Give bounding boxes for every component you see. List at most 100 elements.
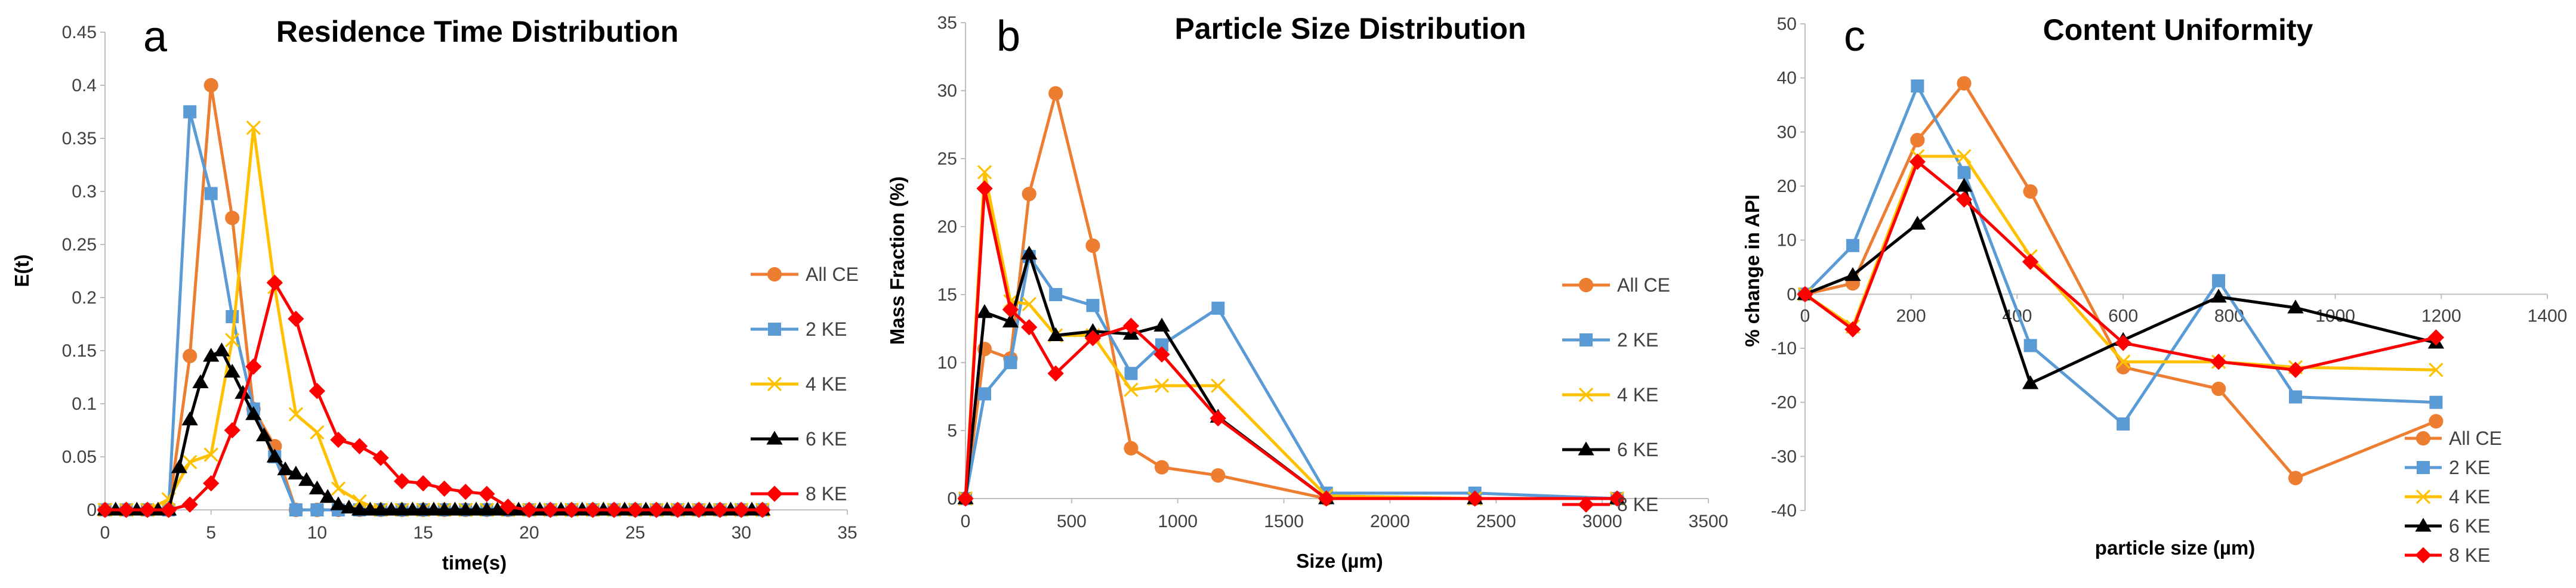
data-point-8-ke <box>542 502 559 518</box>
y-tick-label: 10 <box>1777 231 1797 250</box>
legend-label: 6 KE <box>1617 439 1658 460</box>
legend-marker <box>1578 441 1594 456</box>
data-point-8-ke <box>754 502 771 518</box>
x-tick-label: 1000 <box>1158 512 1198 531</box>
legend-marker <box>1578 277 1594 293</box>
data-point-8-ke <box>1002 301 1019 318</box>
data-point-4-ke <box>246 120 261 135</box>
data-point-8-ke <box>1021 319 1038 336</box>
x-tick-label: 1400 <box>2528 306 2568 326</box>
data-point-4-ke <box>225 333 240 348</box>
data-point-6-ke <box>383 502 400 516</box>
data-point-all-ce <box>183 348 198 364</box>
data-point-8-ke <box>330 431 347 448</box>
x-tick-label: 0 <box>961 512 971 531</box>
data-point-6-ke <box>171 459 188 474</box>
y-tick-label: 10 <box>937 353 957 373</box>
data-point-all-ce <box>225 211 240 225</box>
y-tick-label: 25 <box>937 149 957 169</box>
x-tick-label: 30 <box>732 523 751 543</box>
x-tick-label: 25 <box>625 523 645 543</box>
data-point-2-ke <box>1911 79 1924 93</box>
data-point-8-ke <box>1609 490 1625 507</box>
chart-title: Residence Time Distribution <box>276 15 678 48</box>
data-point-all-ce <box>1048 86 1063 101</box>
data-point-8-ke <box>521 502 538 518</box>
y-tick-label: 0 <box>947 489 957 509</box>
panel-b-particle-size: 0 5 10 15 20 25 30 35 0 500 1000 1500 2000 2500 3000 35… <box>886 12 1728 572</box>
data-point-all-ce <box>2023 184 2038 199</box>
data-point-8-ke <box>670 502 686 518</box>
y-tick-label: 15 <box>937 285 957 305</box>
x-axis-label: Size (µm) <box>1296 550 1383 572</box>
data-point-6-ke <box>1021 245 1038 260</box>
data-point-2-ke <box>183 105 197 119</box>
legend: All CE 2 KE 4 KE 6 KE 8 KE <box>1562 274 1670 515</box>
data-point-6-ke <box>415 502 431 516</box>
data-point-6-ke <box>351 502 368 516</box>
x-tick-label: 0 <box>1800 306 1810 326</box>
y-tick-label: 0.25 <box>62 235 97 255</box>
data-point-all-ce <box>1957 76 1972 91</box>
series-2-ke <box>1798 79 2443 431</box>
chart-title: Content Uniformity <box>2043 13 2313 47</box>
data-point-6-ke <box>457 502 474 516</box>
panel-letter: c <box>1844 13 1865 60</box>
data-point-8-ke <box>181 496 198 513</box>
data-point-6-ke <box>479 502 495 516</box>
x-axis-label: particle size (µm) <box>2095 537 2255 559</box>
y-tick-label: 0 <box>1787 284 1797 304</box>
series-line-4-ke <box>964 171 1617 500</box>
data-point-6-ke <box>181 411 198 426</box>
data-point-6-ke <box>341 499 357 513</box>
data-point-2-ke <box>2212 274 2226 287</box>
x-tick-label: 2000 <box>1370 512 1410 531</box>
data-point-4-ke <box>2429 363 2444 377</box>
y-axis-label: % change in API <box>1741 194 1763 347</box>
x-tick-label: 0 <box>100 523 110 543</box>
data-point-6-ke <box>1153 317 1170 332</box>
y-tick-label: -20 <box>1771 393 1797 413</box>
data-point-2-ke <box>1086 299 1100 312</box>
data-point-all-ce <box>1910 132 1925 148</box>
data-point-6-ke <box>1002 313 1019 328</box>
data-point-6-ke <box>245 406 262 420</box>
y-tick-label: 0 <box>87 500 97 520</box>
data-point-6-ke <box>2022 375 2039 389</box>
legend-marker <box>2417 461 2430 474</box>
legend-label: 4 KE <box>2449 486 2490 507</box>
x-tick-label: 1500 <box>1264 512 1304 531</box>
x-tick-label: 500 <box>1057 512 1087 531</box>
y-tick-label: -30 <box>1771 447 1797 466</box>
y-tick-label: 40 <box>1777 69 1797 88</box>
data-point-8-ke <box>415 475 431 492</box>
y-tick-label: -10 <box>1771 339 1797 358</box>
x-tick-label: 35 <box>837 523 857 543</box>
y-tick-label: 50 <box>1777 14 1797 34</box>
legend-label: All CE <box>2449 428 2502 449</box>
data-point-8-ke <box>1955 191 1973 208</box>
data-point-4-ke <box>1022 296 1036 312</box>
data-point-6-ke <box>425 502 442 516</box>
data-point-8-ke <box>499 499 516 515</box>
data-point-6-ke <box>224 363 240 378</box>
data-point-6-ke <box>235 385 251 399</box>
x-tick-label: 10 <box>307 523 327 543</box>
data-point-2-ke <box>1211 301 1225 315</box>
data-point-8-ke <box>479 485 495 502</box>
x-axis-label: time(s) <box>442 552 507 574</box>
data-point-2-ke <box>1846 239 1859 252</box>
data-point-6-ke <box>330 496 347 510</box>
data-point-2-ke <box>978 387 992 401</box>
x-tick-label: 3000 <box>1582 512 1622 531</box>
data-point-all-ce <box>203 78 218 93</box>
data-point-all-ce <box>2429 414 2444 429</box>
legend-marker <box>766 431 783 445</box>
data-point-6-ke <box>1909 215 1926 230</box>
data-point-4-ke <box>331 481 346 496</box>
data-point-8-ke <box>563 502 580 518</box>
data-point-6-ke <box>298 472 315 486</box>
data-point-8-ke <box>1047 365 1064 382</box>
